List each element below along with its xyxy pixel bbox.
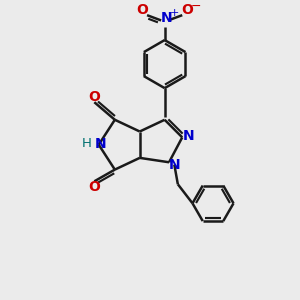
Text: N: N bbox=[160, 11, 172, 25]
Text: N: N bbox=[169, 158, 181, 172]
Text: −: − bbox=[191, 0, 201, 13]
Text: O: O bbox=[136, 3, 148, 17]
Text: O: O bbox=[88, 90, 100, 104]
Text: N: N bbox=[94, 136, 106, 151]
Text: O: O bbox=[181, 3, 193, 17]
Text: +: + bbox=[169, 8, 179, 18]
Text: H: H bbox=[82, 137, 91, 150]
Text: N: N bbox=[183, 129, 194, 143]
Text: O: O bbox=[88, 180, 100, 194]
